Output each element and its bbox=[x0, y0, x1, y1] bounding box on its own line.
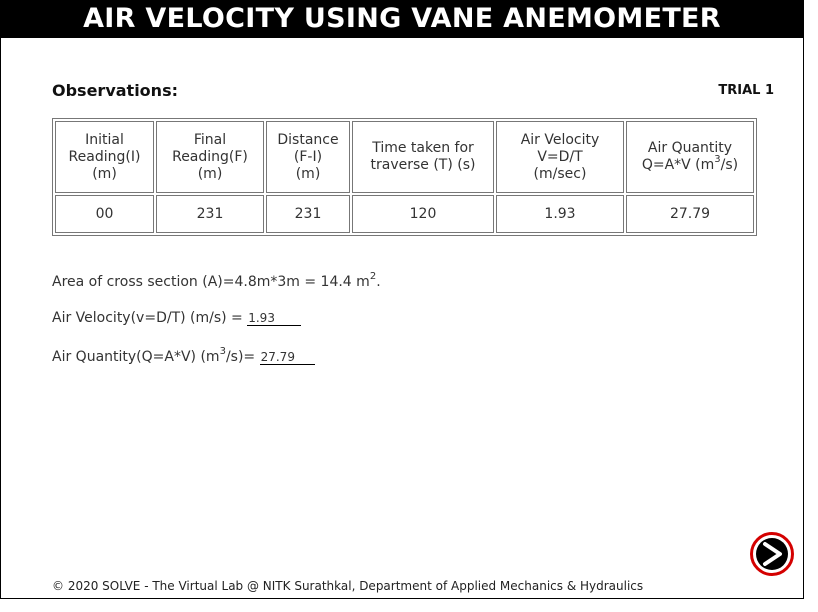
header-air-quantity: Air Quantity Q=A*V (m3/s) bbox=[626, 121, 754, 193]
area-line: Area of cross section (A)=4.8m*3m = 14.4… bbox=[52, 271, 381, 290]
observations-table: Initial Reading(I) (m) Final Reading(F) … bbox=[52, 118, 757, 236]
table-header-row: Initial Reading(I) (m) Final Reading(F) … bbox=[55, 121, 754, 193]
cell-air-quantity: 27.79 bbox=[626, 195, 754, 233]
observations-heading: Observations: bbox=[52, 81, 178, 100]
page-frame: AIR VELOCITY USING VANE ANEMOMETER Obser… bbox=[0, 0, 804, 599]
cell-time-taken: 120 bbox=[352, 195, 494, 233]
table-row: 00 231 231 120 1.93 27.79 bbox=[55, 195, 754, 233]
next-button[interactable] bbox=[750, 532, 794, 576]
cell-initial-reading: 00 bbox=[55, 195, 154, 233]
velocity-value-field: 1.93 bbox=[247, 311, 302, 326]
footer-copyright: © 2020 SOLVE - The Virtual Lab @ NITK Su… bbox=[52, 579, 644, 593]
next-arrow-icon bbox=[763, 542, 782, 566]
cell-distance: 231 bbox=[266, 195, 350, 233]
page-title: AIR VELOCITY USING VANE ANEMOMETER bbox=[1, 1, 803, 38]
cell-air-velocity: 1.93 bbox=[496, 195, 624, 233]
velocity-line: Air Velocity(v=D/T) (m/s) = 1.93 bbox=[52, 310, 302, 326]
cell-final-reading: 231 bbox=[156, 195, 264, 233]
quantity-line: Air Quantity(Q=A*V) (m3/s)= 27.79 bbox=[52, 347, 315, 365]
header-initial-reading: Initial Reading(I) (m) bbox=[55, 121, 154, 193]
quantity-value-field: 27.79 bbox=[259, 350, 315, 365]
trial-label: TRIAL 1 bbox=[718, 83, 774, 98]
header-distance: Distance (F-I) (m) bbox=[266, 121, 350, 193]
header-time-taken: Time taken for traverse (T) (s) bbox=[352, 121, 494, 193]
header-air-velocity: Air Velocity V=D/T (m/sec) bbox=[496, 121, 624, 193]
header-final-reading: Final Reading(F) (m) bbox=[156, 121, 264, 193]
